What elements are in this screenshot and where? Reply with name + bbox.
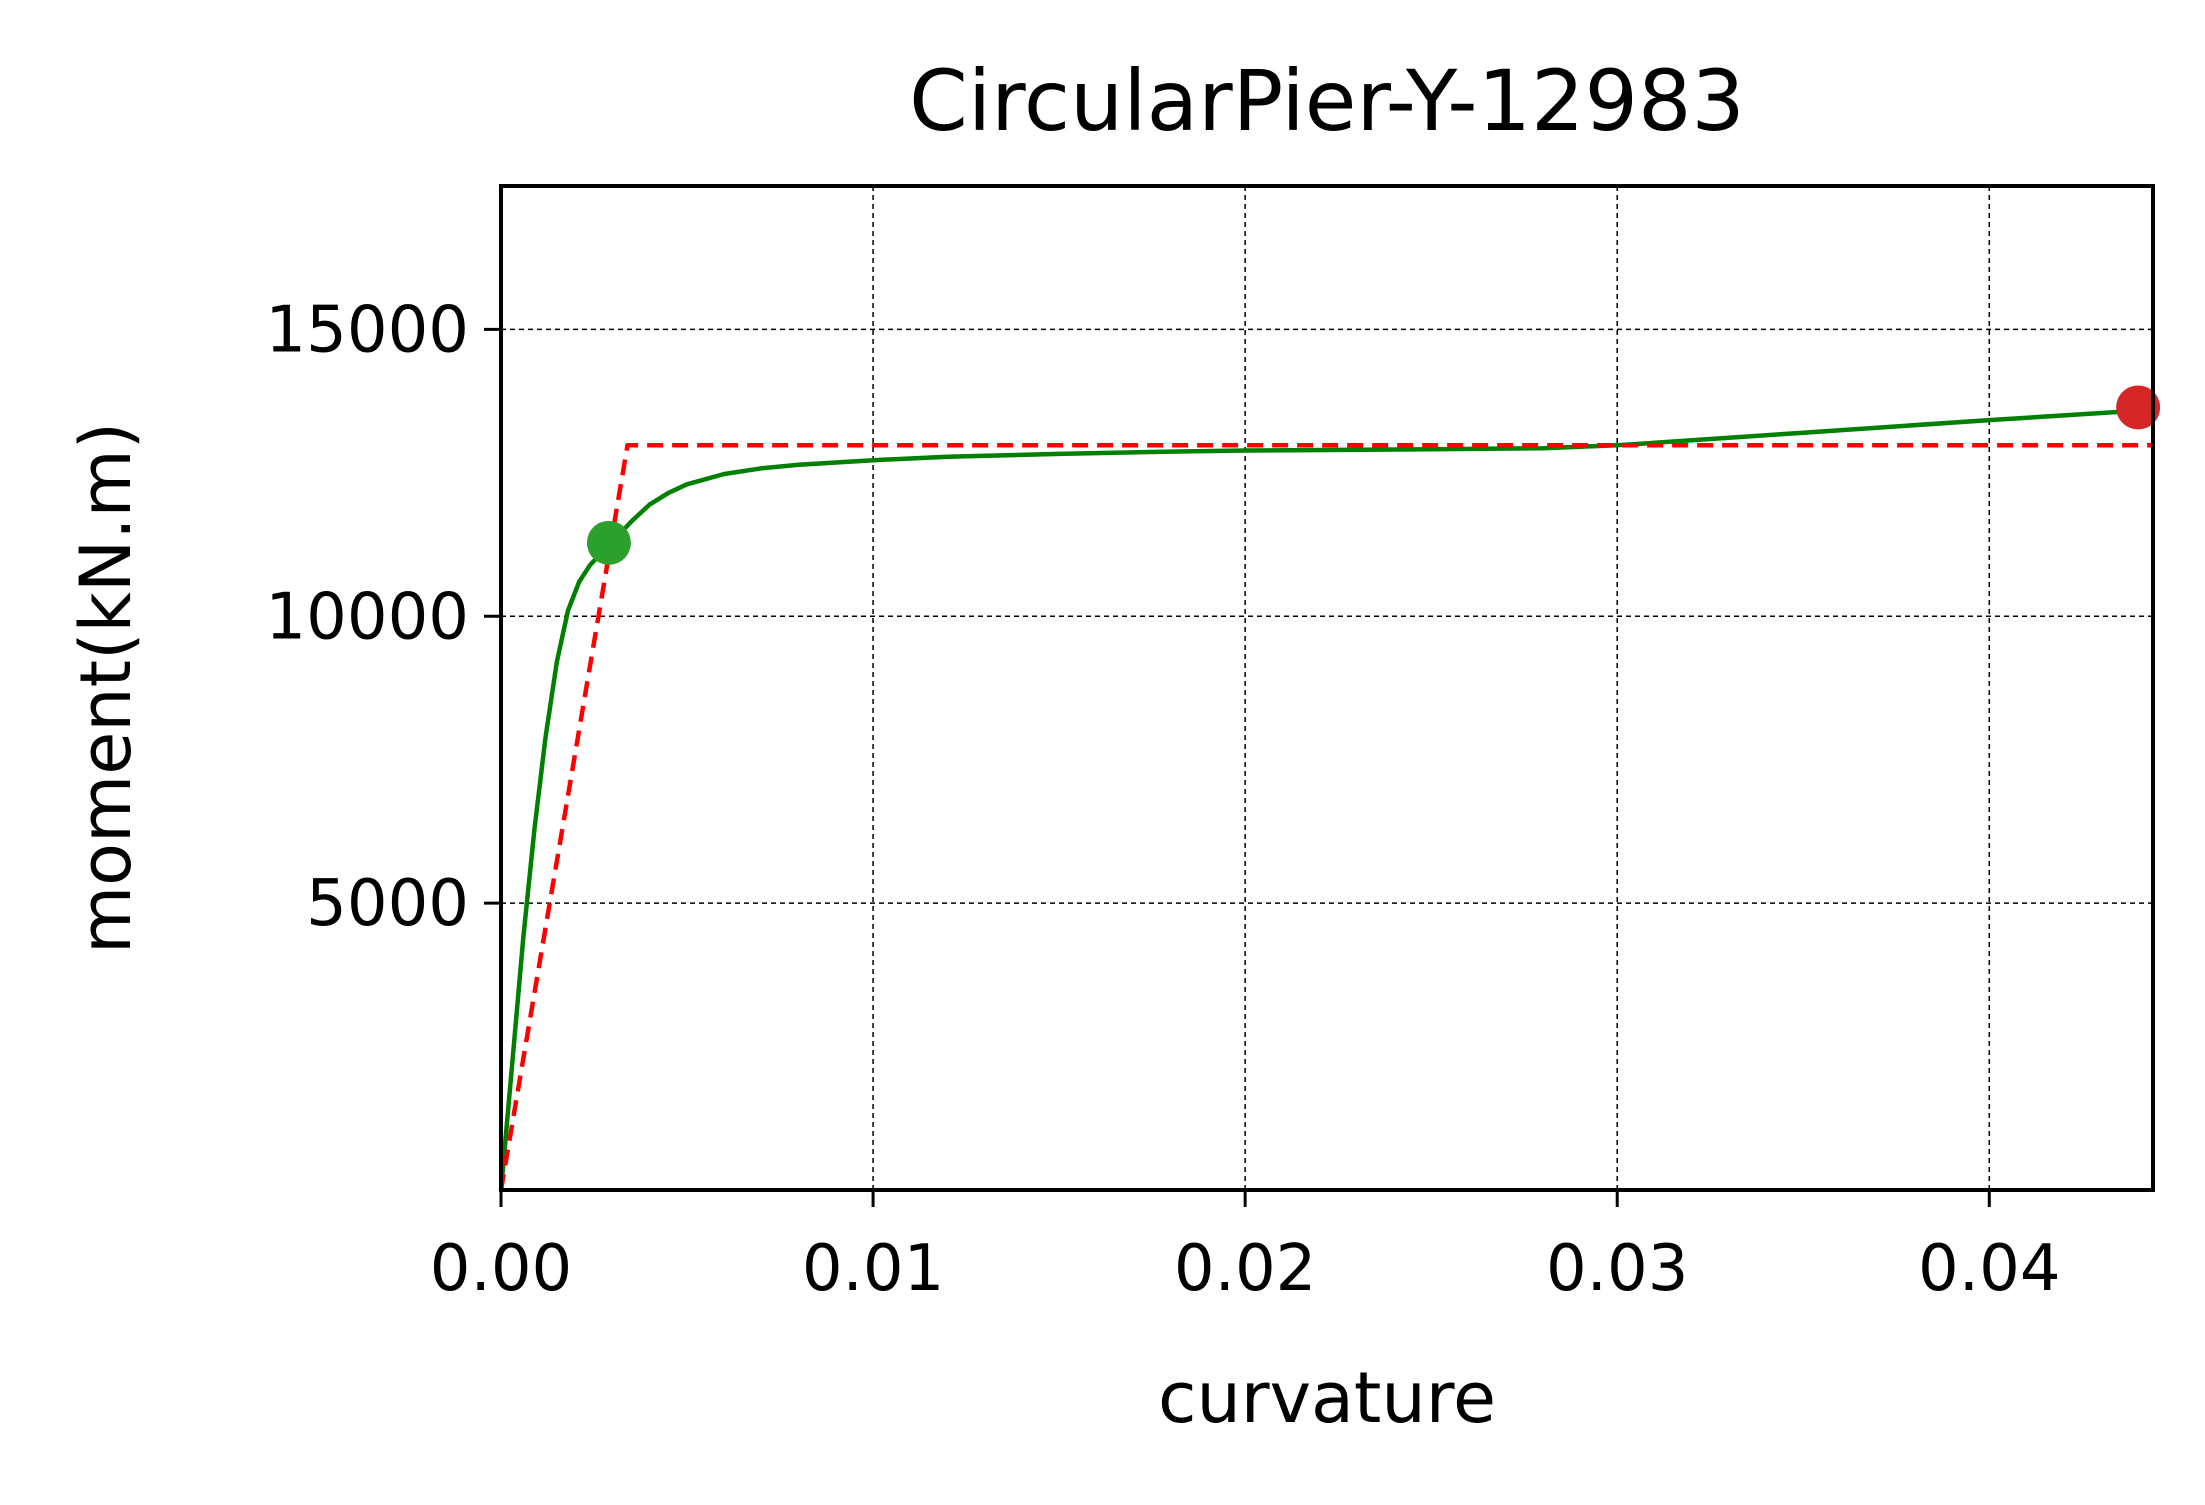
y-tick-label: 5000 <box>306 867 469 941</box>
yield-point-marker <box>586 520 631 565</box>
bilinear-idealized-line <box>498 443 2153 1191</box>
x-tick-label: 0.04 <box>1918 1232 2061 1306</box>
plot-frame <box>499 184 2155 1192</box>
x-axis-label: curvature <box>1158 1357 1496 1439</box>
axis-ticks: 0.00 0.01 0.02 0.03 0.04 5000 10000 15000 <box>265 293 2060 1306</box>
moment-curvature-line <box>498 407 2154 1191</box>
ultimate-point-marker <box>2116 385 2161 430</box>
series-lines <box>498 407 2154 1191</box>
point-markers <box>586 385 2161 565</box>
x-tick-label: 0.03 <box>1546 1232 1689 1306</box>
y-axis-label: moment(kN.m) <box>65 422 147 954</box>
x-tick-label: 0.02 <box>1174 1232 1317 1306</box>
x-tick-label: 0.01 <box>802 1232 945 1306</box>
x-tick-label: 0.00 <box>430 1232 573 1306</box>
y-tick-label: 15000 <box>265 293 469 367</box>
y-tick-label: 10000 <box>265 580 469 654</box>
chart-title: CircularPier-Y-12983 <box>909 52 1745 150</box>
